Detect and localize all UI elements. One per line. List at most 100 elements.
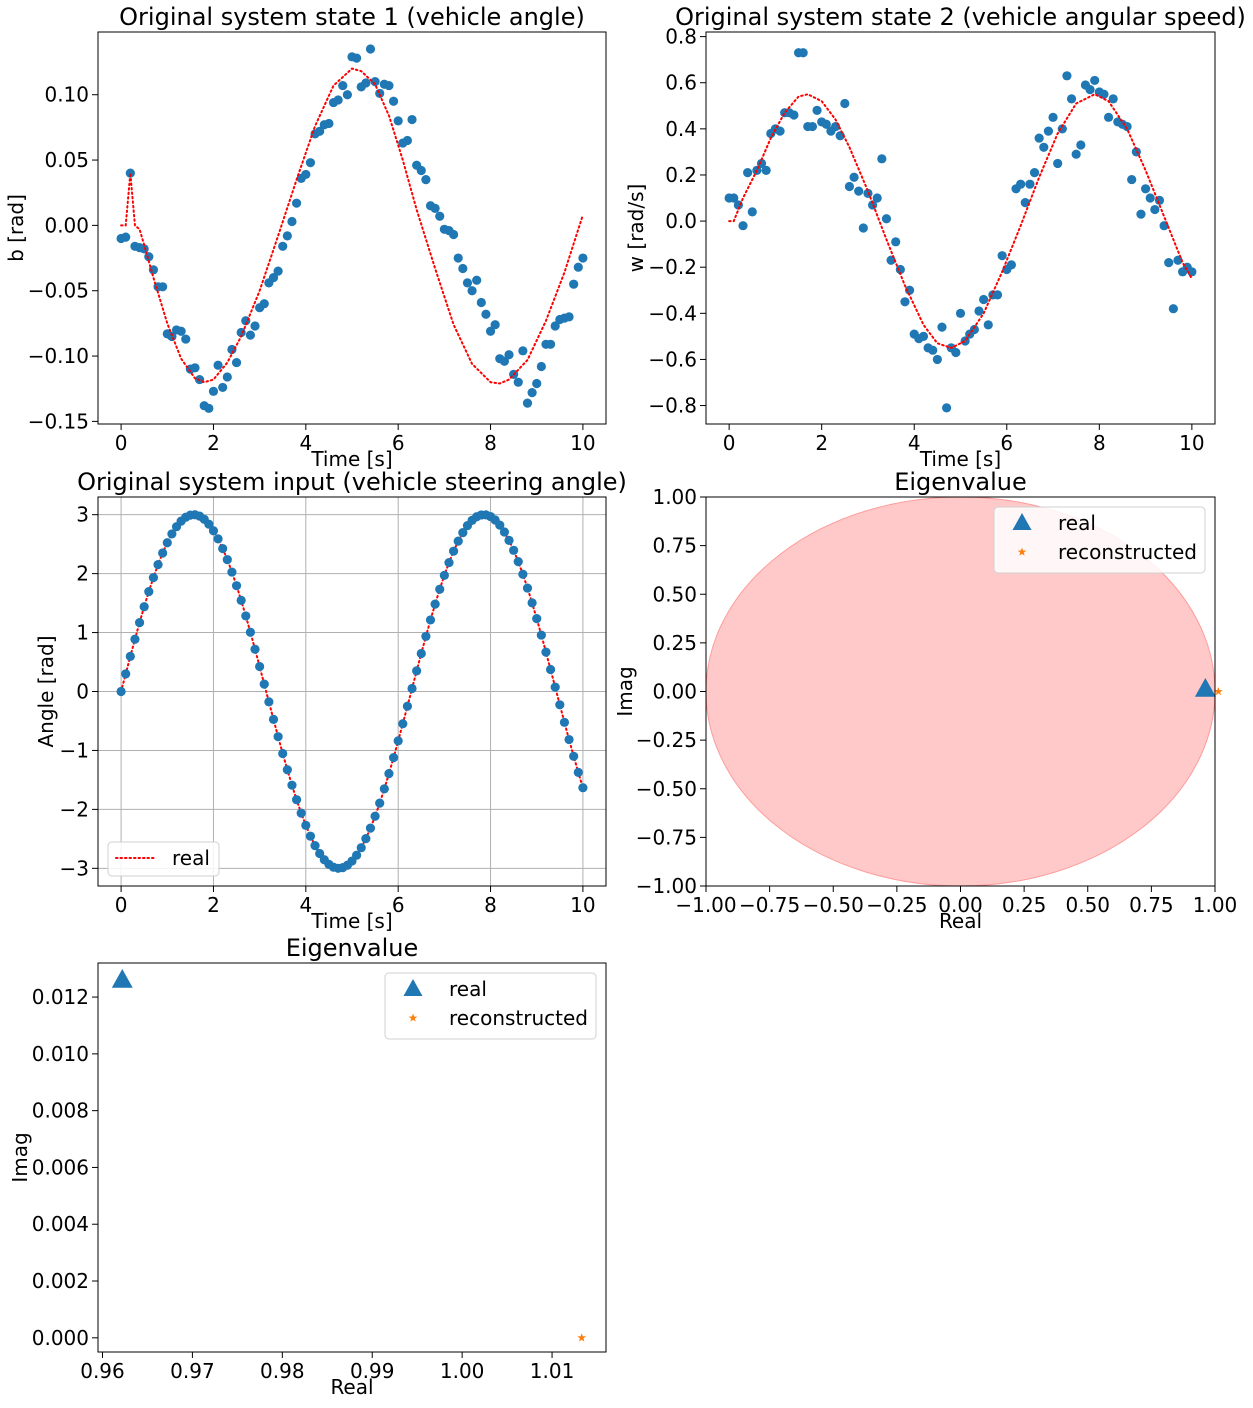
x-tick-label: 1.00 bbox=[440, 1359, 485, 1383]
data-point bbox=[342, 90, 352, 100]
data-point bbox=[287, 780, 297, 790]
data-point bbox=[1085, 85, 1095, 95]
data-point bbox=[379, 784, 389, 794]
data-point bbox=[407, 683, 417, 694]
data-point bbox=[148, 572, 159, 583]
x-tick-label: 0.97 bbox=[170, 1359, 215, 1383]
data-point bbox=[416, 648, 426, 659]
y-tick-label: 2 bbox=[76, 562, 89, 586]
data-point bbox=[268, 714, 279, 724]
data-point bbox=[268, 273, 279, 283]
data-point bbox=[738, 221, 748, 231]
y-axis-label: b [rad] bbox=[4, 194, 28, 262]
data-point bbox=[458, 527, 468, 538]
data-point bbox=[139, 244, 149, 254]
y-tick-label: 0.000 bbox=[32, 1326, 89, 1350]
data-point bbox=[121, 669, 131, 679]
data-point bbox=[495, 520, 505, 530]
data-point bbox=[1076, 140, 1086, 150]
y-tick-label: −2 bbox=[60, 797, 89, 821]
data-point bbox=[858, 223, 868, 233]
x-tick-label: 0.25 bbox=[1002, 893, 1047, 917]
data-point bbox=[130, 634, 140, 644]
y-axis-label: Imag bbox=[8, 1132, 32, 1182]
data-point bbox=[162, 538, 172, 548]
y-tick-label: −0.2 bbox=[648, 255, 697, 279]
x-tick-label: 6 bbox=[1000, 431, 1013, 455]
data-point bbox=[158, 282, 168, 292]
data-point bbox=[167, 529, 177, 539]
data-point bbox=[245, 627, 255, 637]
x-axis-label: Time [s] bbox=[310, 447, 392, 471]
data-point bbox=[1043, 126, 1054, 136]
data-point bbox=[1145, 193, 1155, 203]
eigenvalue-real-marker bbox=[111, 969, 133, 988]
x-tick-label: −0.25 bbox=[866, 893, 927, 917]
y-tick-label: 0.50 bbox=[652, 582, 697, 606]
x-tick-label: 10 bbox=[570, 431, 595, 455]
data-point bbox=[490, 320, 500, 330]
x-tick-label: 10 bbox=[570, 893, 595, 917]
data-point bbox=[273, 266, 283, 276]
y-tick-label: −1.00 bbox=[636, 874, 697, 898]
data-point bbox=[388, 753, 399, 763]
data-point bbox=[213, 360, 223, 370]
data-point bbox=[449, 229, 459, 240]
data-point bbox=[250, 321, 260, 331]
data-point bbox=[918, 331, 929, 341]
data-point bbox=[204, 403, 214, 413]
data-point bbox=[259, 679, 269, 689]
data-point bbox=[573, 767, 583, 778]
data-point bbox=[421, 175, 431, 185]
data-point bbox=[509, 545, 519, 555]
data-point bbox=[532, 614, 542, 624]
data-point bbox=[310, 841, 320, 851]
data-point bbox=[840, 98, 850, 109]
data-point bbox=[365, 823, 376, 833]
legend-label: reconstructed bbox=[1058, 540, 1197, 564]
data-point bbox=[541, 647, 551, 657]
data-point bbox=[181, 334, 191, 344]
series-line bbox=[120, 67, 584, 385]
data-point bbox=[333, 95, 343, 105]
data-point bbox=[881, 214, 892, 224]
x-tick-label: 0 bbox=[115, 431, 128, 455]
data-point bbox=[578, 253, 588, 263]
eigenvalue-reconstructed-marker bbox=[577, 1333, 586, 1342]
data-point bbox=[1071, 149, 1081, 159]
data-point bbox=[518, 569, 528, 579]
x-tick-label: 1.00 bbox=[1193, 893, 1238, 917]
data-point bbox=[416, 165, 426, 176]
chart-state2: 0 2 4 6 8 10 −0.8 −0.6 −0.4 −0.2 0.0 0.2 0.4 0.6 0.8Or… bbox=[624, 3, 1246, 471]
data-point bbox=[983, 320, 993, 330]
y-tick-label: 0.004 bbox=[32, 1212, 89, 1236]
data-point bbox=[190, 363, 200, 373]
x-tick-label: 2 bbox=[815, 431, 828, 455]
data-point bbox=[365, 44, 376, 54]
data-point bbox=[550, 321, 560, 331]
x-tick-label: 0.75 bbox=[1129, 893, 1174, 917]
y-tick-label: 0.00 bbox=[44, 213, 89, 237]
y-tick-label: 0.0 bbox=[665, 209, 697, 233]
chart-title: Eigenvalue bbox=[894, 468, 1027, 496]
chart-title: Original system input (vehicle steering … bbox=[77, 468, 627, 496]
data-point bbox=[361, 834, 371, 844]
legend-label: real bbox=[172, 846, 210, 870]
data-point bbox=[789, 110, 799, 120]
x-tick-label: 0.50 bbox=[1065, 893, 1110, 917]
x-axis-label: Real bbox=[939, 909, 982, 933]
y-axis-label: Angle [rad] bbox=[34, 635, 58, 747]
data-point bbox=[218, 382, 228, 393]
x-tick-label: 6 bbox=[392, 431, 405, 455]
plot-area bbox=[116, 510, 588, 873]
y-tick-label: 0.25 bbox=[652, 631, 697, 655]
data-point bbox=[462, 278, 473, 288]
axes-frame bbox=[97, 31, 607, 425]
data-point bbox=[955, 308, 966, 318]
data-point bbox=[208, 386, 219, 396]
data-point bbox=[139, 602, 149, 612]
data-point bbox=[370, 811, 380, 821]
data-point bbox=[550, 682, 560, 692]
data-point bbox=[504, 350, 514, 360]
axes-frame bbox=[97, 962, 607, 1353]
